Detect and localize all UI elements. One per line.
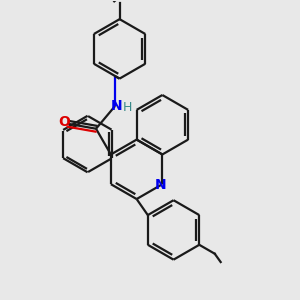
Text: N: N <box>155 178 167 192</box>
Text: N: N <box>110 99 122 113</box>
Text: O: O <box>59 115 70 129</box>
Text: H: H <box>123 101 132 114</box>
